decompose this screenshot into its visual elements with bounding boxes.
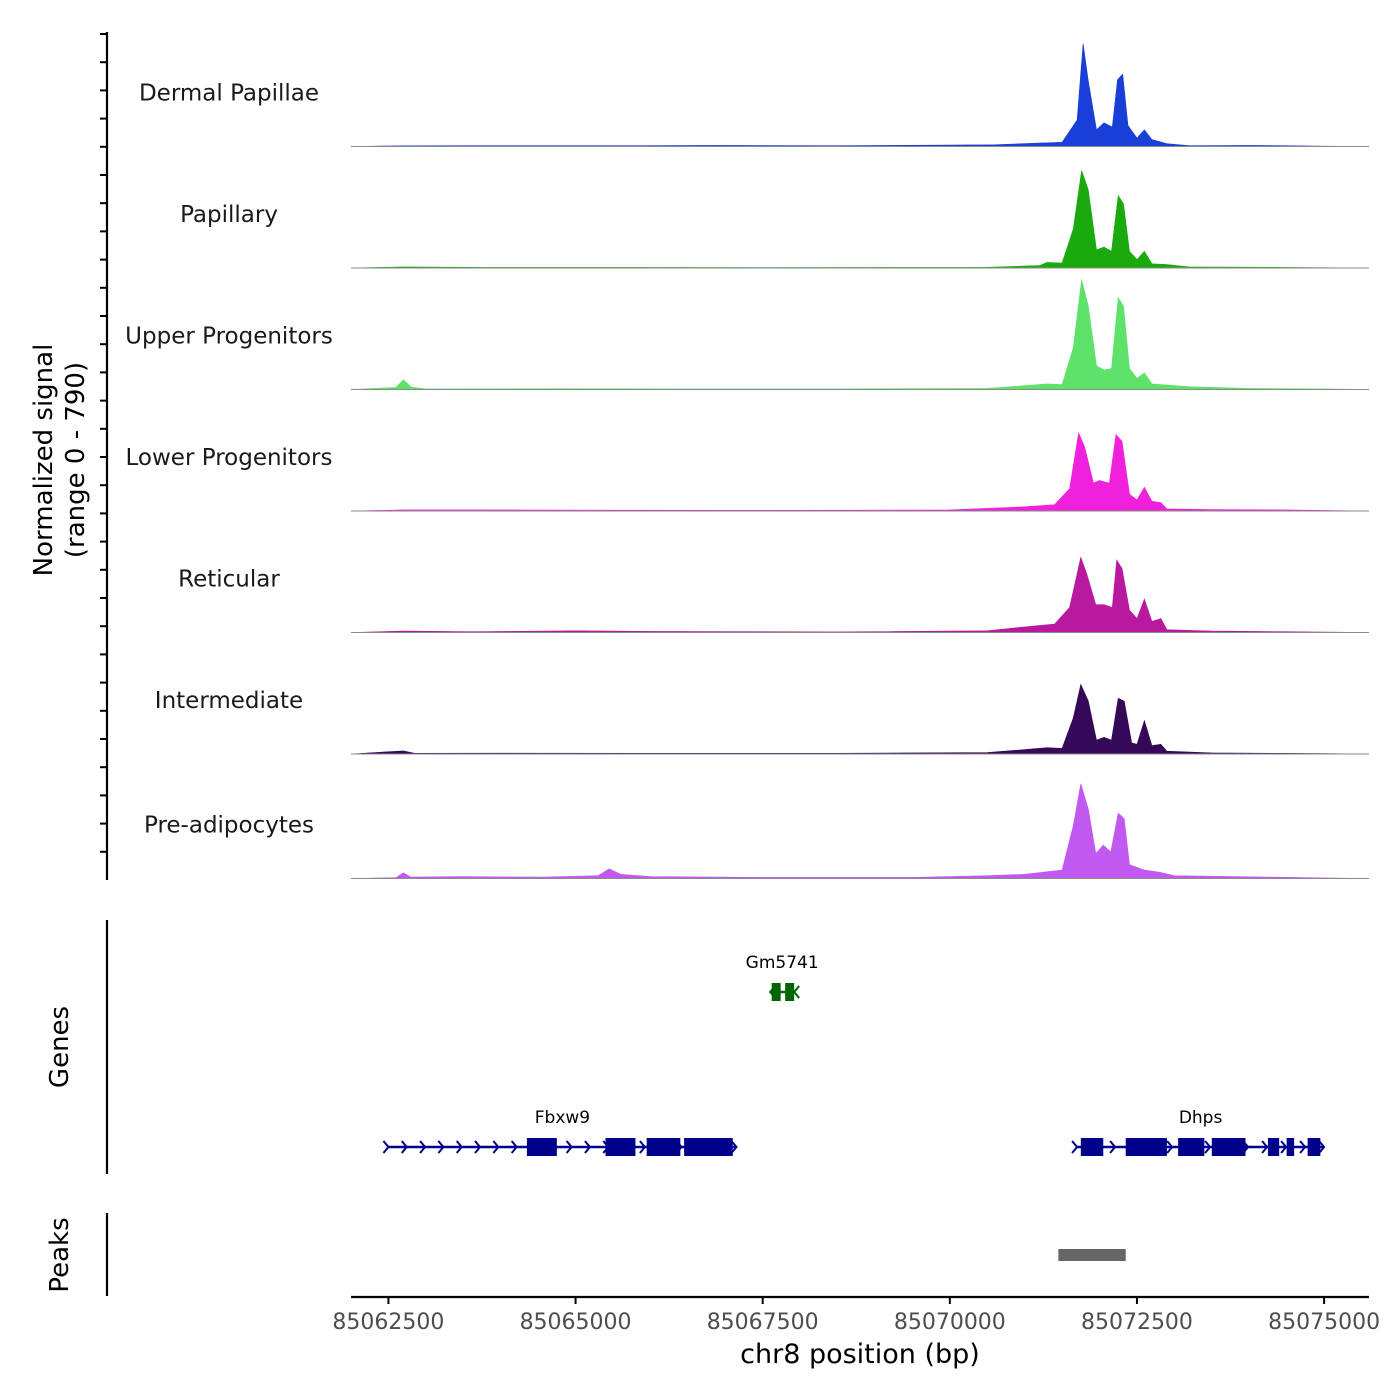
track-signal-area (350, 683, 1370, 755)
strand-arrow (730, 1140, 738, 1154)
track-3: Lower Progenitors (126, 431, 1370, 512)
genes-panel: Genes Gm5741 Fbxw9 Dhps (45, 920, 1326, 1174)
y-axis-label-line1: Normalized signal (29, 344, 59, 577)
track-5: Intermediate (155, 683, 1370, 755)
gene-exon (1286, 1138, 1295, 1156)
track-1: Papillary (180, 170, 1370, 269)
track-signal-area (350, 170, 1370, 269)
gene-label: Gm5741 (746, 953, 819, 973)
gene-label: Fbxw9 (535, 1108, 590, 1128)
gene-exon (646, 1138, 681, 1156)
peak-regions (1058, 1249, 1126, 1261)
strand-arrow (1299, 1140, 1307, 1154)
x-axis-label: chr8 position (bp) (740, 1339, 980, 1370)
strand-arrow (1071, 1140, 1079, 1154)
gene-exon (1125, 1138, 1167, 1156)
strand-arrow (510, 1140, 518, 1154)
track-0: Dermal Papillae (139, 43, 1370, 147)
signal-tracks: Dermal Papillae Papillary Upper Progenitor… (125, 43, 1370, 879)
strand-arrow (455, 1140, 464, 1154)
strand-arrow (382, 1140, 390, 1154)
gene-exon (1307, 1138, 1321, 1156)
gene-exon (1211, 1138, 1246, 1156)
track-label: Reticular (178, 567, 280, 593)
track-signal-area (350, 556, 1370, 633)
strand-arrow (565, 1140, 573, 1154)
gene-models: Gm5741 Fbxw9 Dhps (382, 953, 1326, 1156)
gene-exon (1080, 1138, 1104, 1156)
gene-Fbxw9: Fbxw9 (382, 1108, 738, 1156)
track-label: Papillary (180, 202, 278, 228)
peak-0 (1058, 1249, 1126, 1261)
gene-exon (684, 1138, 733, 1156)
strand-arrow (1109, 1140, 1117, 1154)
track-signal-area (350, 43, 1370, 147)
strand-arrow (400, 1140, 409, 1154)
strand-arrow (639, 1140, 647, 1154)
strand-arrow (419, 1140, 427, 1154)
x-tick-label-2: 85067500 (707, 1310, 819, 1335)
gene-exon (1267, 1138, 1280, 1156)
signal-y-axis (100, 32, 109, 880)
strand-arrow (437, 1140, 445, 1154)
gene-exon (785, 983, 795, 1001)
gene-exon (771, 983, 781, 1001)
peaks-panel-label: Peaks (45, 1217, 75, 1292)
genes-panel-label: Genes (45, 1006, 75, 1088)
peaks-panel: Peaks (45, 1213, 1126, 1296)
strand-arrow (1204, 1140, 1212, 1154)
track-label: Upper Progenitors (125, 324, 333, 350)
x-axis: 85062500 85065000 85067500 85070000 85072500… (332, 1295, 1380, 1335)
strand-arrow (1318, 1140, 1326, 1154)
x-tick-label-3: 85070000 (894, 1310, 1006, 1335)
track-2: Upper Progenitors (125, 279, 1370, 390)
track-label: Dermal Papillae (139, 81, 319, 107)
strand-arrow (1166, 1140, 1174, 1154)
gene-Gm5741: Gm5741 (746, 953, 819, 1001)
y-axis-label-line2: (range 0 - 790) (61, 362, 91, 558)
gene-label: Dhps (1179, 1108, 1223, 1128)
strand-arrow (1261, 1140, 1269, 1154)
x-tick-label-5: 85075000 (1268, 1310, 1380, 1335)
gene-exon (526, 1138, 557, 1156)
track-label: Pre-adipocytes (144, 813, 314, 839)
strand-arrow (1280, 1140, 1288, 1154)
track-label: Lower Progenitors (126, 445, 333, 471)
gene-exon (605, 1138, 636, 1156)
gene-Dhps: Dhps (1071, 1108, 1326, 1156)
strand-arrow (584, 1140, 592, 1154)
strand-arrow (792, 985, 800, 999)
strand-arrow (474, 1140, 482, 1154)
track-label: Intermediate (155, 688, 303, 714)
track-6: Pre-adipocytes (144, 783, 1370, 879)
gene-exon (1178, 1138, 1205, 1156)
track-4: Reticular (178, 556, 1370, 633)
x-tick-label-0: 85062500 (332, 1310, 444, 1335)
track-signal-area (350, 431, 1370, 512)
track-signal-area (350, 279, 1370, 390)
track-signal-area (350, 783, 1370, 879)
x-tick-label-4: 85072500 (1081, 1310, 1193, 1335)
strand-arrow (492, 1140, 500, 1154)
x-tick-label-1: 85065000 (520, 1310, 632, 1335)
